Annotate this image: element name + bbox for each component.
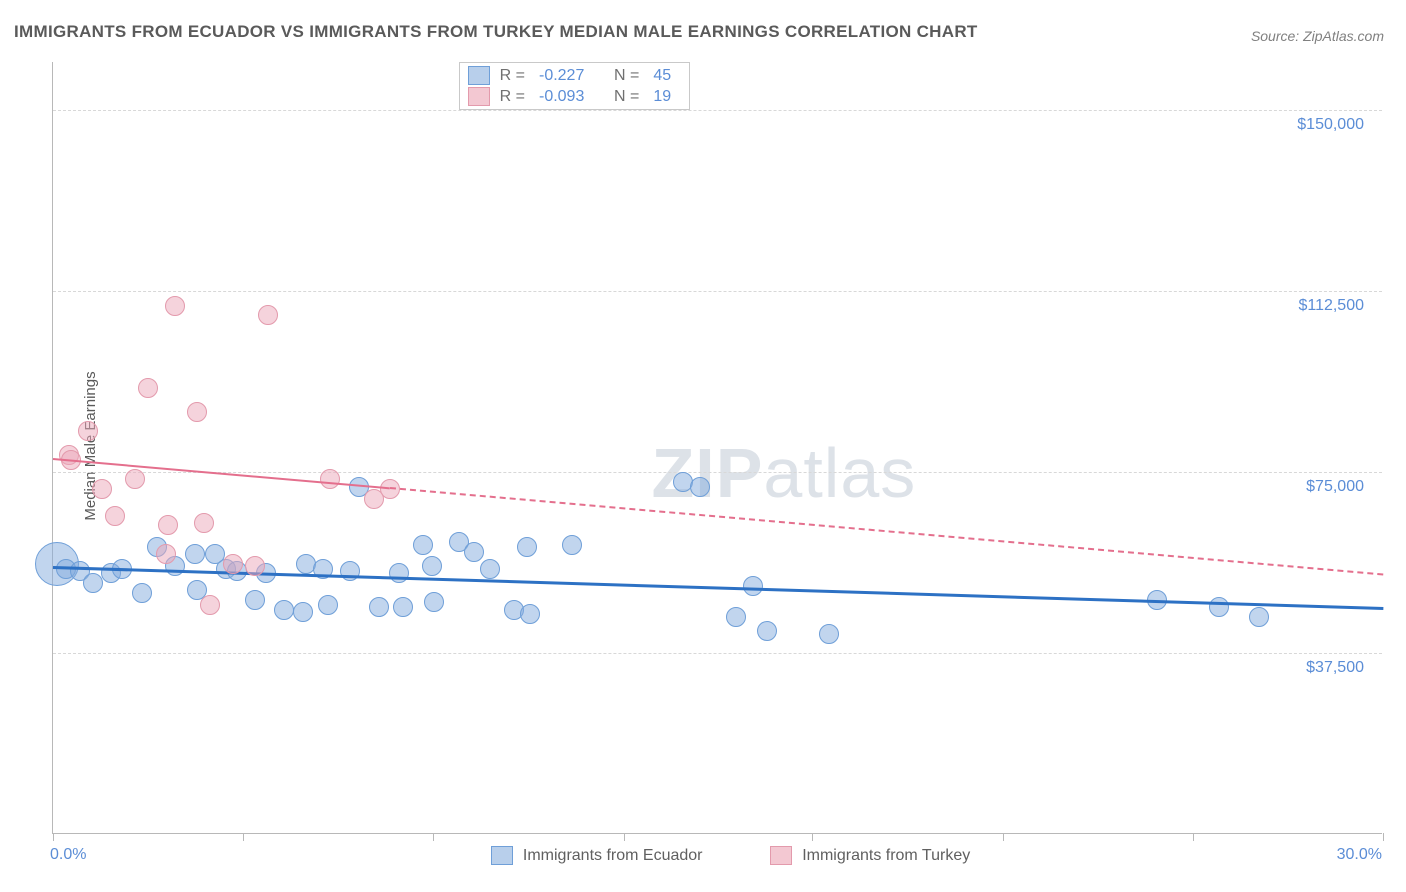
data-point <box>464 542 484 562</box>
data-point <box>156 544 176 564</box>
plot-area: ZIPatlas R =-0.227N =45R =-0.093N =19 $3… <box>52 62 1382 834</box>
legend-stat-row: R = -0.227 N = 45 <box>468 65 682 86</box>
data-point <box>258 305 278 325</box>
gridline <box>53 472 1382 473</box>
data-point <box>413 535 433 555</box>
data-point <box>83 573 103 593</box>
data-point <box>520 604 540 624</box>
legend-label: Immigrants from Turkey <box>802 847 970 865</box>
x-range-label: 30.0% <box>1337 846 1382 864</box>
gridline <box>53 110 1382 111</box>
x-tick <box>1193 833 1194 841</box>
gridline <box>53 291 1382 292</box>
legend-series-item: Immigrants from Turkey <box>770 846 970 865</box>
trend-line <box>390 487 1383 575</box>
data-point <box>726 607 746 627</box>
data-point <box>105 506 125 526</box>
data-point <box>187 402 207 422</box>
data-point <box>318 595 338 615</box>
x-tick <box>53 833 54 841</box>
r-label: R = <box>500 88 525 106</box>
n-label: N = <box>614 67 639 85</box>
data-point <box>422 556 442 576</box>
data-point <box>424 592 444 612</box>
legend-swatch <box>491 846 513 865</box>
data-point <box>158 515 178 535</box>
r-value: -0.227 <box>539 67 594 85</box>
n-value: 19 <box>653 88 681 106</box>
data-point <box>194 513 214 533</box>
legend-stat-row: R = -0.093 N = 19 <box>468 86 682 107</box>
data-point <box>245 590 265 610</box>
r-value: -0.093 <box>539 88 594 106</box>
x-tick <box>812 833 813 841</box>
legend-label: Immigrants from Ecuador <box>523 847 703 865</box>
y-tick-label: $75,000 <box>1306 478 1364 496</box>
data-point <box>274 600 294 620</box>
gridline <box>53 653 1382 654</box>
data-point <box>138 378 158 398</box>
x-tick <box>243 833 244 841</box>
data-point <box>690 477 710 497</box>
x-tick <box>433 833 434 841</box>
data-point <box>293 602 313 622</box>
source-attribution: Source: ZipAtlas.com <box>1251 28 1384 44</box>
y-tick-label: $37,500 <box>1306 659 1364 677</box>
data-point <box>1209 597 1229 617</box>
data-point <box>132 583 152 603</box>
n-value: 45 <box>653 67 681 85</box>
data-point <box>92 479 112 499</box>
x-tick <box>624 833 625 841</box>
chart-title: IMMIGRANTS FROM ECUADOR VS IMMIGRANTS FR… <box>14 22 978 42</box>
data-point <box>743 576 763 596</box>
data-point <box>369 597 389 617</box>
legend-correlation-box: R = -0.227 N = 45 R = -0.093 N = 19 <box>459 62 691 110</box>
y-tick-label: $150,000 <box>1297 116 1364 134</box>
y-tick-label: $112,500 <box>1298 297 1364 315</box>
data-point <box>389 563 409 583</box>
data-point <box>757 621 777 641</box>
legend-swatch <box>468 87 490 106</box>
data-point <box>165 296 185 316</box>
data-point <box>245 556 265 576</box>
x-tick <box>1003 833 1004 841</box>
x-tick <box>1383 833 1384 841</box>
data-point <box>125 469 145 489</box>
data-point <box>393 597 413 617</box>
data-point <box>320 469 340 489</box>
data-point <box>517 537 537 557</box>
data-point <box>480 559 500 579</box>
data-point <box>223 554 243 574</box>
n-label: N = <box>614 88 639 106</box>
data-point <box>185 544 205 564</box>
r-label: R = <box>500 67 525 85</box>
data-point <box>78 421 98 441</box>
legend-swatch <box>468 66 490 85</box>
legend-series-item: Immigrants from Ecuador <box>491 846 703 865</box>
legend-swatch <box>770 846 792 865</box>
data-point <box>200 595 220 615</box>
data-point <box>562 535 582 555</box>
data-point <box>1249 607 1269 627</box>
data-point <box>819 624 839 644</box>
x-range-label: 0.0% <box>50 846 86 864</box>
